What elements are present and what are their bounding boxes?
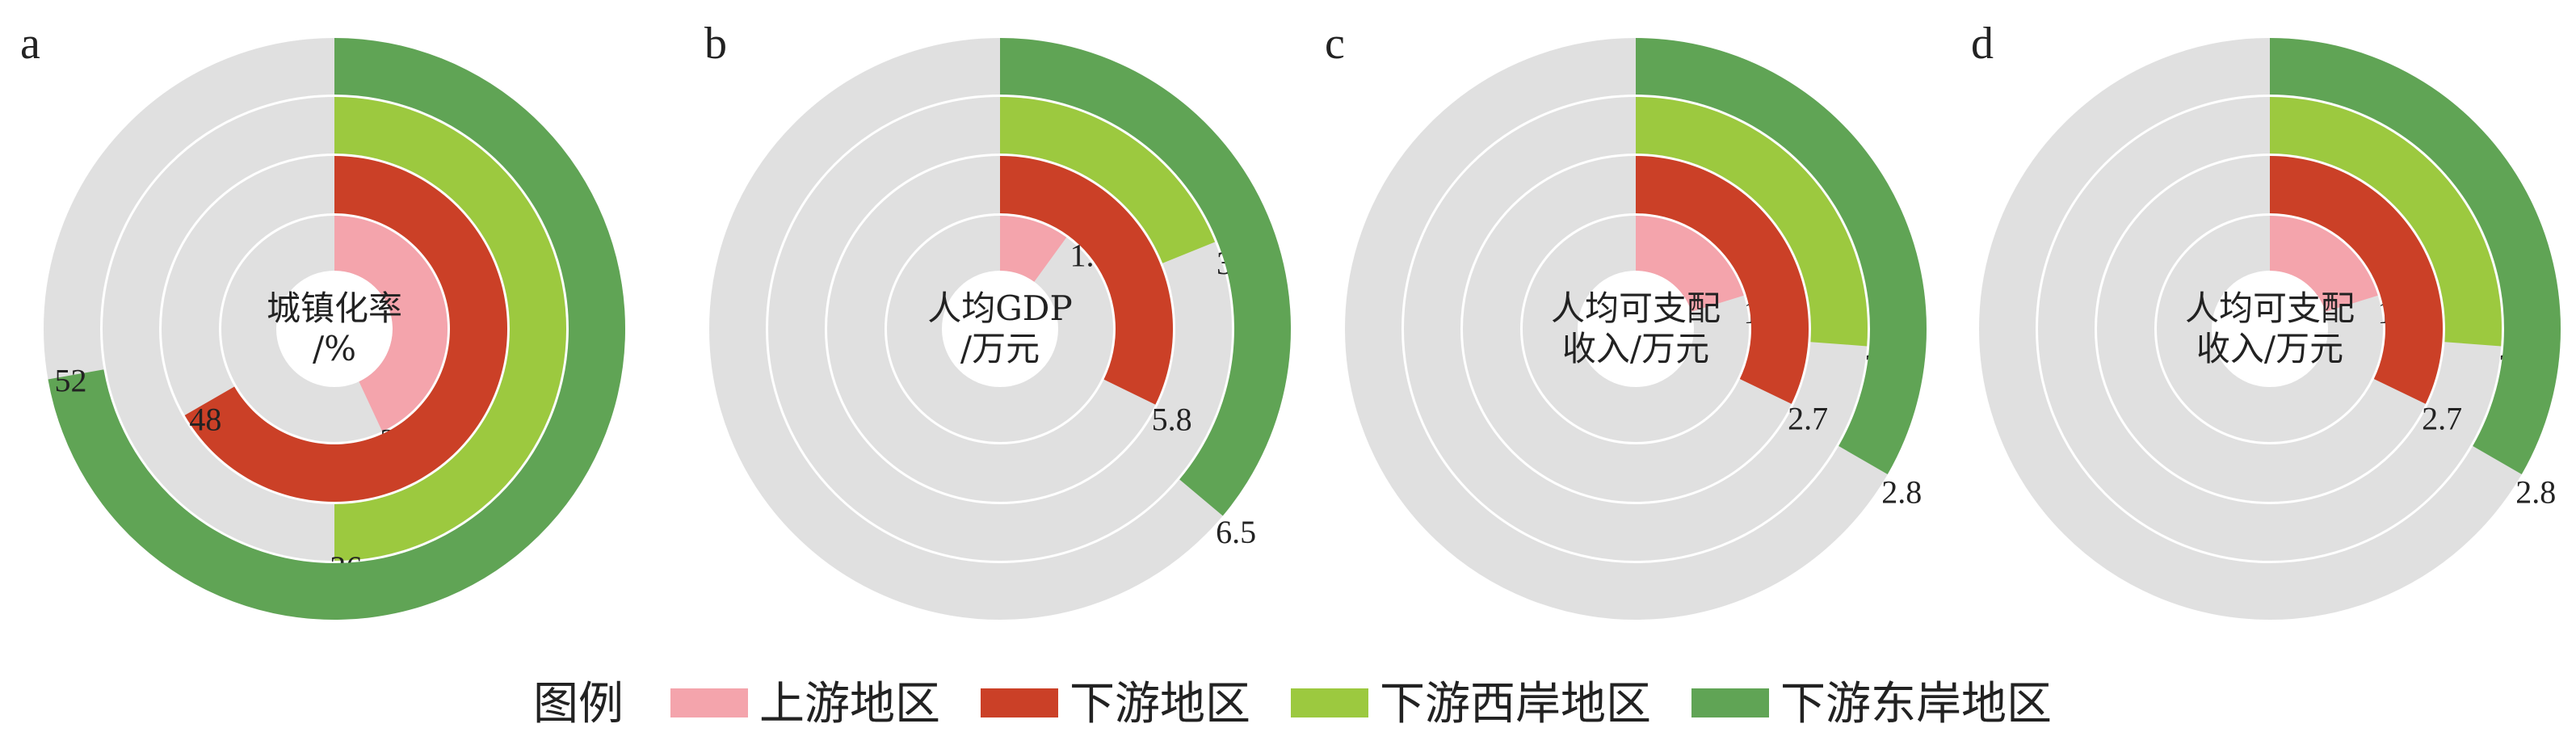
value-label: 5.8 bbox=[1152, 402, 1192, 438]
value-label: 48 bbox=[189, 402, 221, 438]
center-label: 人均可支配 bbox=[2185, 288, 2355, 328]
bar-上游地区 bbox=[334, 216, 448, 431]
panel-letter: a bbox=[20, 19, 40, 69]
center-label: /% bbox=[313, 329, 356, 368]
bar-下游西岸地区 bbox=[2270, 97, 2502, 347]
center-disc bbox=[1579, 272, 1692, 385]
center-label: /万元 bbox=[960, 329, 1040, 368]
legend-title: 图例 bbox=[533, 678, 624, 730]
legend-label: 下游地区 bbox=[1069, 678, 1250, 730]
legend-item: 下游西岸地区 bbox=[1291, 678, 1651, 730]
value-label: 2.7 bbox=[2422, 401, 2462, 437]
bar-下游西岸地区 bbox=[334, 97, 566, 561]
legend: 图例 上游地区 下游地区 下游西岸地区 下游东岸地区 bbox=[533, 678, 2052, 730]
center-label: 收入/万元 bbox=[2196, 329, 2343, 368]
bar-上游地区 bbox=[2270, 216, 2378, 312]
center-disc bbox=[278, 272, 391, 385]
center-label: 收入/万元 bbox=[1562, 329, 1709, 368]
value-label: 52 bbox=[54, 362, 86, 398]
center-label: 城镇化率 bbox=[267, 288, 402, 328]
legend-item: 上游地区 bbox=[670, 678, 940, 730]
legend-label: 下游西岸地区 bbox=[1380, 678, 1651, 730]
value-label: 2.7 bbox=[1788, 401, 1828, 437]
value-label: 2.8 bbox=[1881, 474, 1922, 511]
bar-下游地区 bbox=[184, 156, 507, 502]
bar-下游东岸地区 bbox=[1636, 37, 1927, 474]
bar-下游东岸地区 bbox=[2270, 38, 2561, 474]
bar-下游地区 bbox=[1000, 156, 1173, 405]
legend-label: 上游地区 bbox=[759, 678, 940, 730]
center-label: 人均GDP bbox=[927, 288, 1073, 328]
value-label: 2.8 bbox=[2515, 474, 2556, 511]
legend-swatch bbox=[1691, 688, 1769, 717]
value-label: 6.5 bbox=[1216, 514, 1256, 550]
legend-swatch bbox=[1291, 688, 1368, 717]
legend-swatch bbox=[670, 688, 748, 717]
bar-下游地区 bbox=[2270, 156, 2443, 404]
legend-item: 下游地区 bbox=[981, 678, 1250, 730]
legend-swatch bbox=[981, 688, 1058, 717]
center-disc bbox=[2213, 272, 2326, 385]
bar-下游西岸地区 bbox=[1000, 97, 1216, 263]
bar-上游地区 bbox=[1000, 216, 1067, 282]
legend-item: 下游东岸地区 bbox=[1691, 678, 2052, 730]
panels: a31483652城镇化率/%b1.85.83.46.5人均GDP/万元c1.7… bbox=[20, 19, 2561, 620]
center-disc bbox=[943, 272, 1057, 385]
bar-下游西岸地区 bbox=[1636, 97, 1868, 347]
bar-上游地区 bbox=[1636, 216, 1744, 312]
center-label: 人均可支配 bbox=[1551, 288, 1721, 328]
bar-下游地区 bbox=[1636, 156, 1809, 404]
panel-letter: d bbox=[1971, 19, 1994, 69]
panel-letter: b bbox=[704, 19, 727, 69]
panel-letter: c bbox=[1325, 19, 1345, 69]
legend-label: 下游东岸地区 bbox=[1780, 678, 2052, 730]
panel-a: a31483652城镇化率/% bbox=[20, 19, 626, 620]
bar-下游东岸地区 bbox=[1000, 38, 1292, 516]
